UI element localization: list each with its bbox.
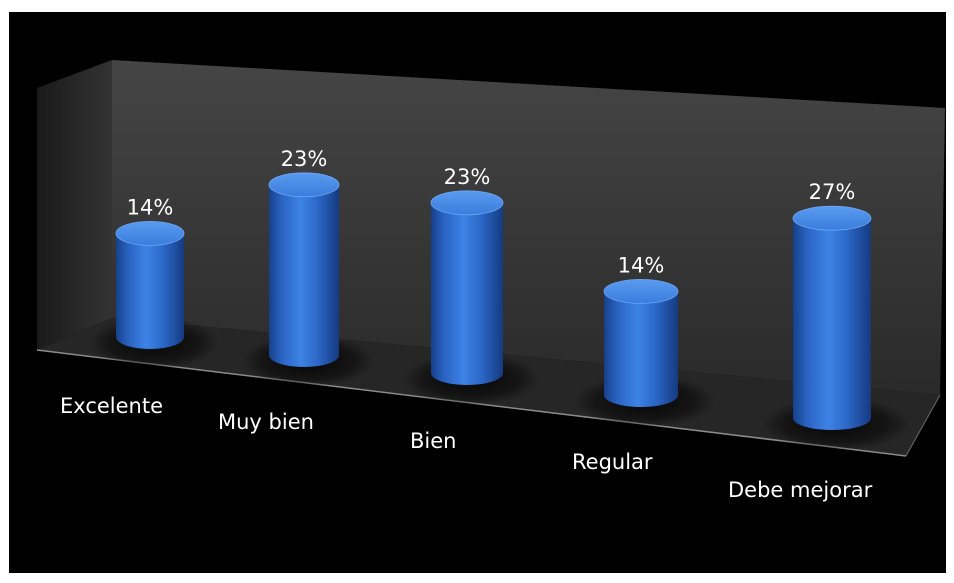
category-label: Excelente xyxy=(60,394,163,418)
bars-layer xyxy=(89,172,911,451)
bar-top xyxy=(268,172,340,198)
bar-top xyxy=(430,190,504,216)
data-label: 23% xyxy=(444,165,491,189)
floor-right-edge xyxy=(905,394,941,457)
bar-top xyxy=(603,278,679,304)
bar-0 xyxy=(89,220,219,370)
bar-2 xyxy=(402,190,540,406)
bar-top xyxy=(792,205,872,231)
data-label: 23% xyxy=(281,147,328,171)
bar-1 xyxy=(241,172,375,388)
data-label: 27% xyxy=(809,180,856,204)
side-wall xyxy=(37,60,112,350)
bar-3 xyxy=(574,278,716,428)
bar-4 xyxy=(761,205,911,451)
bar-body xyxy=(116,233,184,349)
data-label: 14% xyxy=(618,253,665,277)
bar-body xyxy=(604,291,678,407)
category-label: Debe mejorar xyxy=(728,478,873,502)
category-label: Muy bien xyxy=(218,410,314,434)
data-label: 14% xyxy=(127,195,174,219)
bar-body xyxy=(269,184,339,367)
category-label: Regular xyxy=(572,450,653,474)
labels-layer: 14% Excelente 23% Muy bien 23% Bien 14% Regular… xyxy=(60,147,873,502)
bar-body xyxy=(431,202,503,385)
category-label: Bien xyxy=(410,429,456,453)
bar-body xyxy=(793,218,871,430)
bar-top xyxy=(115,220,185,246)
